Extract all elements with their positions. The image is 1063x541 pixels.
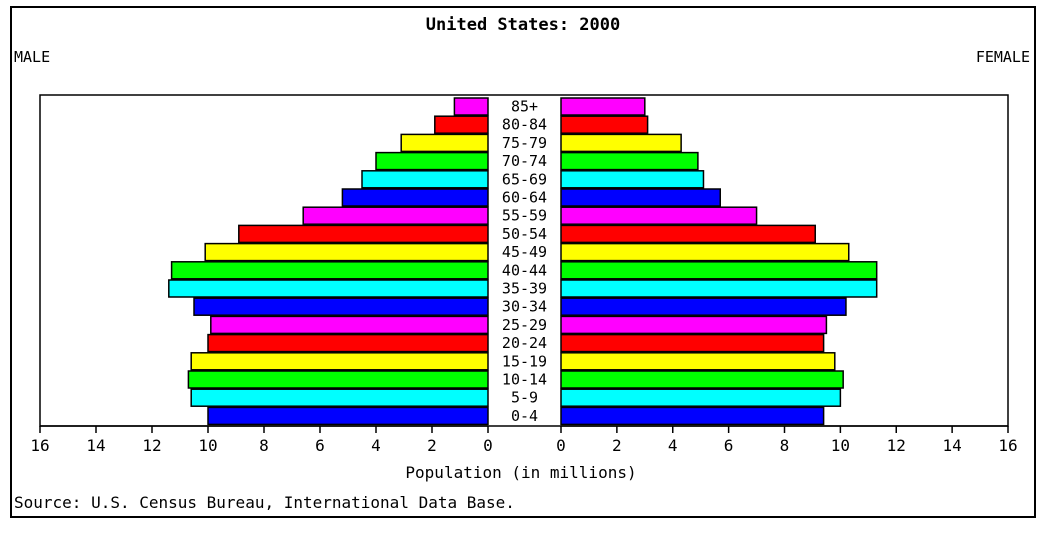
- male-tick-label: 2: [427, 436, 437, 455]
- male-bar-85+: [453, 97, 489, 116]
- age-label-70-74: 70-74: [502, 152, 547, 170]
- male-bar-35-39: [168, 279, 489, 298]
- female-bar-65-69: [560, 170, 705, 189]
- age-label-50-54: 50-54: [502, 225, 547, 243]
- male-bar-15-19: [190, 352, 489, 371]
- male-tick-label: 12: [142, 436, 161, 455]
- male-tick-label: 16: [30, 436, 49, 455]
- male-bar-10-14: [187, 370, 489, 389]
- female-bar-30-34: [560, 297, 847, 316]
- female-tick-label: 16: [998, 436, 1017, 455]
- male-bar-50-54: [238, 224, 489, 244]
- female-bar-80-84: [560, 115, 649, 134]
- age-label-25-29: 25-29: [502, 316, 547, 334]
- male-bar-45-49: [204, 242, 489, 262]
- age-label-30-34: 30-34: [502, 298, 547, 316]
- female-bar-85+: [560, 97, 646, 116]
- female-tick-label: 8: [780, 436, 790, 455]
- age-label-35-39: 35-39: [502, 280, 547, 298]
- male-tick-label: 4: [371, 436, 381, 455]
- male-bars: [168, 97, 489, 426]
- male-bar-0-4: [207, 406, 489, 426]
- male-bar-80-84: [434, 115, 489, 134]
- chart-title: United States: 2000: [426, 15, 620, 35]
- male-label: MALE: [14, 48, 50, 66]
- female-tick-label: 2: [612, 436, 622, 455]
- age-group-labels: 85+80-8475-7970-7465-6960-6455-5950-5445…: [502, 98, 547, 425]
- female-bar-60-64: [560, 188, 721, 207]
- female-tick-label: 10: [831, 436, 850, 455]
- plot-frame: [39, 94, 1009, 427]
- male-bar-55-59: [302, 206, 489, 225]
- female-bar-70-74: [560, 151, 699, 171]
- female-label: FEMALE: [976, 48, 1030, 66]
- age-label-10-14: 10-14: [502, 371, 547, 389]
- female-bar-45-49: [560, 242, 850, 262]
- male-bar-65-69: [361, 170, 489, 189]
- female-x-axis: 0 2 4 6 8 10 12 14 16: [556, 425, 1018, 455]
- age-label-40-44: 40-44: [502, 261, 547, 279]
- age-label-45-49: 45-49: [502, 243, 547, 261]
- female-bar-50-54: [560, 224, 816, 244]
- male-x-axis: 0 2 4 6 8 10 12 14 16: [30, 425, 493, 455]
- male-bar-40-44: [170, 261, 489, 280]
- male-bar-20-24: [207, 333, 489, 353]
- male-tick-label: 10: [198, 436, 217, 455]
- female-tick-label: 14: [942, 436, 961, 455]
- age-label-80-84: 80-84: [502, 116, 547, 134]
- female-bar-20-24: [560, 333, 825, 353]
- age-label-85+: 85+: [511, 98, 538, 116]
- male-bar-75-79: [400, 133, 489, 153]
- female-bars: [560, 97, 878, 426]
- female-bar-10-14: [560, 370, 844, 389]
- male-bar-25-29: [210, 315, 489, 335]
- female-bar-75-79: [560, 133, 682, 153]
- male-tick-label: 6: [315, 436, 325, 455]
- female-tick-label: 0: [556, 436, 566, 455]
- x-axis-label: Population (in millions): [405, 463, 636, 482]
- female-bar-40-44: [560, 261, 878, 280]
- female-bar-15-19: [560, 352, 836, 371]
- female-bar-25-29: [560, 315, 828, 335]
- male-bar-70-74: [375, 151, 489, 171]
- age-label-5-9: 5-9: [511, 389, 538, 407]
- male-tick-label: 14: [86, 436, 105, 455]
- age-label-0-4: 0-4: [511, 407, 538, 425]
- age-label-55-59: 55-59: [502, 207, 547, 225]
- male-bar-60-64: [341, 188, 489, 207]
- female-tick-label: 6: [724, 436, 734, 455]
- age-label-20-24: 20-24: [502, 334, 547, 352]
- male-tick-label: 0: [483, 436, 493, 455]
- age-label-75-79: 75-79: [502, 134, 547, 152]
- age-label-60-64: 60-64: [502, 189, 547, 207]
- female-bar-5-9: [560, 388, 842, 407]
- female-tick-label: 4: [668, 436, 678, 455]
- female-bar-55-59: [560, 206, 758, 225]
- male-bar-5-9: [190, 388, 489, 407]
- female-bar-35-39: [560, 279, 878, 298]
- source-note: Source: U.S. Census Bureau, Internationa…: [14, 493, 515, 512]
- male-tick-label: 8: [259, 436, 269, 455]
- age-label-15-19: 15-19: [502, 352, 547, 370]
- female-tick-label: 12: [887, 436, 906, 455]
- female-bar-0-4: [560, 406, 825, 426]
- age-label-65-69: 65-69: [502, 170, 547, 188]
- male-bar-30-34: [193, 297, 489, 316]
